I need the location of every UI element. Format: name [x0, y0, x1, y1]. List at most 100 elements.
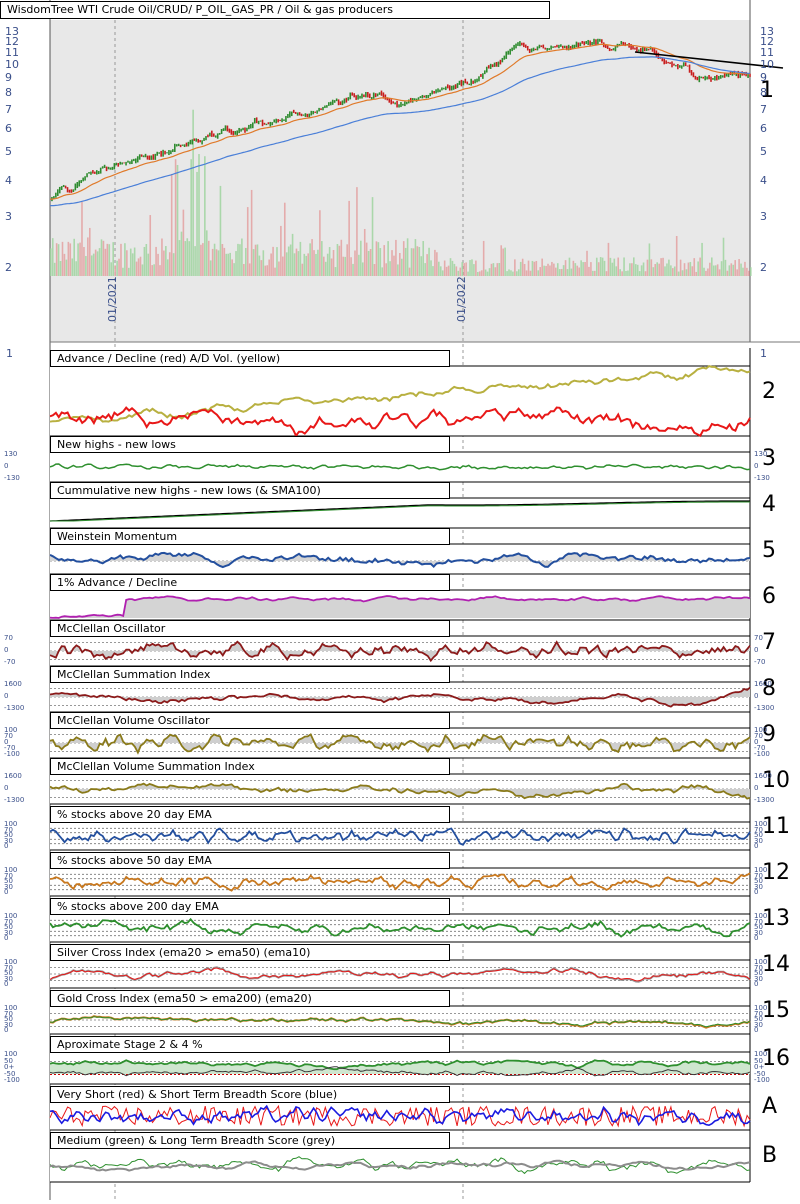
tick-mvsi-right: 0	[754, 784, 759, 792]
volume-bar	[211, 248, 214, 276]
volume-bar	[112, 242, 114, 276]
tick-mvo-right: -70	[754, 744, 766, 752]
panel-title-wm: Weinstein Momentum	[50, 528, 450, 545]
oscillator-line-mco	[49, 640, 751, 663]
tick-p20-left: 50	[4, 831, 13, 839]
volume-bar	[328, 247, 331, 276]
volume-bar	[695, 271, 698, 276]
volume-bar	[330, 258, 333, 276]
volume-bar	[687, 262, 690, 276]
tick-st24-left: 0+	[4, 1063, 15, 1071]
volume-bar	[740, 263, 742, 276]
volume-bar	[660, 258, 662, 276]
volume-bar	[268, 259, 270, 276]
y-tick-right-5: 5	[760, 145, 767, 159]
date-label-2022: 01/2022	[455, 276, 468, 322]
tick-st24-left: -50	[4, 1069, 16, 1078]
y-tick-right-4: 4	[760, 173, 767, 187]
volume-bar	[174, 159, 177, 276]
volume-bar	[248, 263, 251, 276]
tick-mco-right: -70	[754, 658, 766, 666]
volume-bar	[283, 202, 286, 276]
volume-bar	[613, 258, 616, 276]
panel-label-5: 5	[762, 538, 776, 563]
volume-bar	[373, 264, 376, 276]
panel-title-ad: Advance / Decline (red) A/D Vol. (yellow…	[50, 350, 450, 367]
volume-bar	[69, 243, 72, 276]
volume-bar	[615, 266, 618, 276]
volume-bar	[531, 260, 534, 276]
tick-sci-right: 0	[754, 980, 759, 988]
volume-bar	[748, 270, 750, 276]
volume-bar	[726, 270, 729, 276]
volume-bar	[65, 259, 68, 276]
advance-decline-line	[49, 406, 751, 438]
tick-gci-left: 30	[4, 1020, 13, 1029]
volume-bar	[227, 253, 230, 276]
volume-bar	[280, 225, 282, 276]
y-tick-left-11: 11	[5, 45, 19, 59]
volume-bar	[385, 263, 387, 276]
volume-bar	[395, 239, 397, 276]
volume-bar	[404, 247, 407, 276]
tick-st24-right: -50	[754, 1069, 766, 1078]
volume-bar	[305, 255, 308, 276]
ad-tick-left_tick: 1	[6, 347, 13, 360]
volume-bar	[313, 250, 315, 276]
volume-bar	[225, 253, 228, 276]
tick-mco-left: -70	[4, 658, 16, 666]
volume-bar	[629, 263, 631, 276]
tick-sci-left: 50	[4, 969, 13, 977]
volume-bar	[239, 244, 241, 276]
volume-bar	[508, 269, 510, 276]
tick-st24-left: 100	[4, 1050, 18, 1058]
panel-title-p200: % stocks above 200 day EMA	[50, 898, 450, 915]
volume-bar	[98, 248, 101, 276]
volume-bar	[463, 263, 465, 276]
volume-bar	[451, 260, 454, 276]
tick-mvsi-left: 1600	[4, 772, 22, 780]
stage2-line	[49, 1059, 751, 1071]
volume-bar	[96, 251, 99, 276]
volume-bar	[673, 266, 676, 276]
tick-p20-left: 30	[4, 836, 13, 845]
volume-bar	[447, 265, 450, 276]
panel-label-13: 13	[762, 906, 790, 931]
y-tick-right-6: 6	[760, 122, 767, 136]
stage4-line-series	[49, 1066, 751, 1077]
volume-bar	[114, 265, 116, 276]
volume-bar	[110, 262, 113, 276]
volume-bar	[543, 265, 545, 276]
volume-bar	[356, 187, 358, 276]
volume-bar	[139, 256, 142, 276]
volume-bar	[190, 159, 192, 276]
short-term-score-line	[49, 1104, 751, 1127]
tick-gci-right: 50	[754, 1015, 763, 1023]
tick-sci-left: 100	[4, 958, 18, 966]
volume-bar	[151, 265, 153, 276]
volume-bar	[484, 269, 487, 276]
volume-bar	[714, 265, 717, 276]
volume-bar	[104, 248, 107, 276]
volume-bar	[213, 243, 216, 276]
volume-bar	[633, 257, 635, 276]
volume-bar	[322, 256, 325, 276]
volume-bar	[471, 259, 473, 276]
stage2-fill	[50, 1060, 750, 1074]
volume-bar	[494, 267, 497, 276]
y-tick-right-3: 3	[760, 209, 767, 223]
tick-mvo-right: 100	[754, 726, 768, 734]
panel-label-8: 8	[762, 676, 776, 701]
volume-bar	[223, 247, 226, 276]
volume-bar	[502, 248, 504, 276]
volume-bar	[566, 269, 569, 276]
volume-bar	[439, 266, 442, 276]
volume-bar	[467, 271, 469, 276]
volume-bar	[122, 267, 124, 276]
tick-mvo-right: 0	[754, 738, 759, 746]
volume-bar	[163, 250, 165, 276]
volume-bar	[358, 254, 360, 276]
volume-bar	[202, 243, 204, 276]
volume-bar	[533, 261, 536, 276]
volume-bar	[742, 267, 744, 276]
